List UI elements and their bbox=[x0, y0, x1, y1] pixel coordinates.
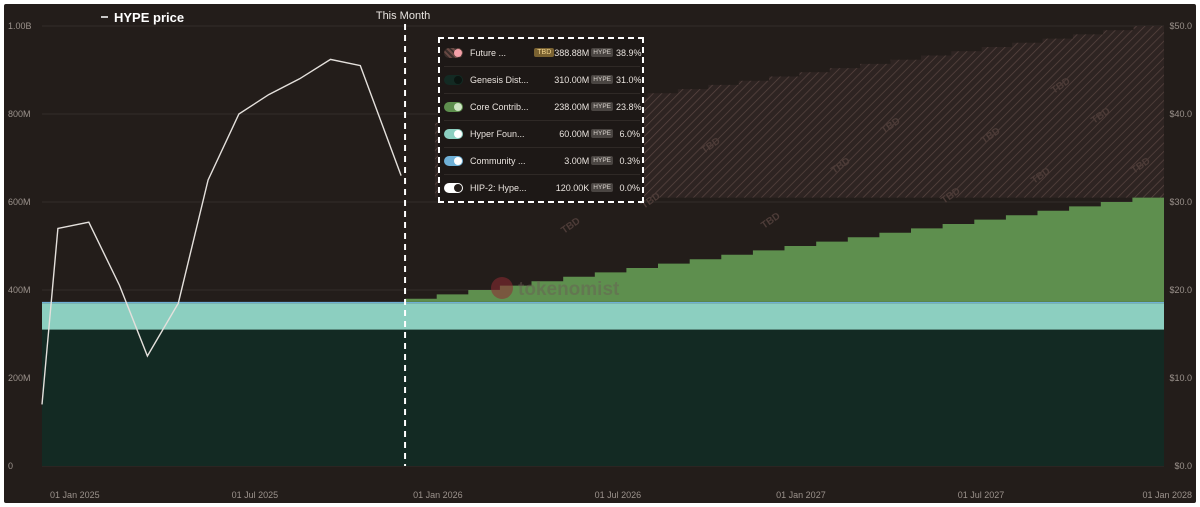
genesis-distribution-area bbox=[42, 329, 1164, 466]
core-contributors-area bbox=[405, 197, 1165, 302]
left-axis-tick: 1.00B bbox=[8, 21, 32, 31]
hype-price-line bbox=[41, 58, 402, 405]
token-badge: HYPE bbox=[591, 75, 613, 84]
legend-percent: 31.0% bbox=[616, 74, 642, 85]
toggle-icon[interactable] bbox=[444, 128, 463, 139]
token-badge: HYPE bbox=[591, 183, 613, 192]
right-axis-tick: $20.0 bbox=[1169, 285, 1192, 295]
toggle-knob-icon bbox=[454, 75, 462, 84]
legend-amount: 120.00K bbox=[555, 182, 590, 193]
legend-percent: 38.9% bbox=[616, 47, 642, 58]
this-month-label: This Month bbox=[376, 10, 430, 22]
x-axis-tick: 01 Jul 2027 bbox=[958, 490, 1005, 500]
toggle-knob-icon bbox=[454, 102, 462, 111]
legend-item-community-grants[interactable]: Community ... 3.00M HYPE 0.3% bbox=[444, 147, 640, 175]
toggle-icon[interactable] bbox=[444, 155, 463, 166]
legend-label: Genesis Dist... bbox=[470, 74, 529, 85]
right-axis-tick: $0.0 bbox=[1174, 461, 1192, 471]
toggle-knob-icon bbox=[454, 156, 462, 165]
token-badge: HYPE bbox=[591, 156, 613, 165]
tbd-hatch-label: TBD bbox=[559, 216, 582, 237]
x-axis-tick: 01 Jan 2026 bbox=[413, 490, 463, 500]
left-axis-tick: 0 bbox=[8, 461, 13, 471]
legend-label: Hyper Foun... bbox=[470, 128, 525, 139]
legend-amount: 238.00M bbox=[554, 101, 590, 112]
token-badge: HYPE bbox=[591, 129, 613, 138]
right-axis-tick: $30.0 bbox=[1169, 197, 1192, 207]
x-axis-tick: 01 Jan 2027 bbox=[776, 490, 826, 500]
legend-item-core-contributors[interactable]: Core Contrib... 238.00M HYPE 23.8% bbox=[444, 93, 642, 121]
left-axis-tick: 200M bbox=[8, 373, 31, 383]
right-axis-tick: $10.0 bbox=[1169, 373, 1192, 383]
legend-label: Future ... bbox=[470, 47, 507, 58]
toggle-icon[interactable] bbox=[444, 182, 463, 193]
toggle-icon[interactable] bbox=[444, 47, 463, 58]
legend-item-genesis-distribution[interactable]: Genesis Dist... 310.00M HYPE 31.0% bbox=[444, 66, 642, 94]
chart-frame: TBDTBDTBDTBDTBDTBDTBDTBDTBDTBDTBDTBDTBDT… bbox=[4, 4, 1196, 503]
legend-percent: 23.8% bbox=[616, 101, 642, 112]
legend-percent: 0.0% bbox=[619, 182, 640, 193]
hyper-foundation-area bbox=[42, 303, 1164, 330]
toggle-knob-icon bbox=[454, 129, 462, 138]
token-badge: HYPE bbox=[591, 102, 613, 111]
left-axis-tick: 800M bbox=[8, 109, 31, 119]
x-axis-tick: 01 Jul 2025 bbox=[232, 490, 279, 500]
tbd-badge: TBD bbox=[534, 48, 555, 57]
legend-item-future-emissions[interactable]: Future ... TBD 388.88M HYPE 38.9% bbox=[444, 39, 642, 67]
legend-amount: 3.00M bbox=[564, 155, 590, 166]
right-axis-tick: $50.0 bbox=[1169, 21, 1192, 31]
legend-amount: 60.00M bbox=[559, 128, 590, 139]
watermark-logo-icon bbox=[491, 277, 513, 299]
price-legend-label: HYPE price bbox=[114, 10, 184, 25]
legend-item-hyper-foundation[interactable]: Hyper Foun... 60.00M HYPE 6.0% bbox=[444, 120, 640, 148]
legend-amount: 388.88M bbox=[554, 47, 590, 58]
legend-label: Community ... bbox=[470, 155, 526, 166]
right-axis-tick: $40.0 bbox=[1169, 109, 1192, 119]
allocation-chart: TBDTBDTBDTBDTBDTBDTBDTBDTBDTBDTBDTBDTBDT… bbox=[8, 10, 1192, 500]
x-axis-tick: 01 Jan 2025 bbox=[50, 490, 100, 500]
legend-percent: 6.0% bbox=[619, 128, 640, 139]
legend-label: HIP-2: Hype... bbox=[470, 182, 527, 193]
x-axis-tick: 01 Jul 2026 bbox=[595, 490, 642, 500]
legend-item-hip2-hyperliquidity[interactable]: HIP-2: Hype... 120.00K HYPE 0.0% bbox=[444, 174, 640, 201]
legend-label: Core Contrib... bbox=[470, 101, 529, 112]
legend-percent: 0.3% bbox=[619, 155, 640, 166]
toggle-icon[interactable] bbox=[444, 74, 463, 85]
toggle-knob-icon bbox=[454, 183, 462, 192]
toggle-knob-icon bbox=[454, 48, 462, 57]
left-axis-tick: 600M bbox=[8, 197, 31, 207]
left-axis-tick: 400M bbox=[8, 285, 31, 295]
watermark-text: tokenomist bbox=[518, 279, 620, 300]
token-badge: HYPE bbox=[591, 48, 613, 57]
toggle-icon[interactable] bbox=[444, 101, 463, 112]
community-grants-area bbox=[42, 301, 1164, 304]
x-axis-tick: 01 Jan 2028 bbox=[1142, 490, 1192, 500]
tbd-hatch-label: TBD bbox=[759, 211, 782, 232]
legend-panel: Future ... TBD 388.88M HYPE 38.9% Genesi… bbox=[438, 37, 644, 203]
legend-amount: 310.00M bbox=[554, 74, 590, 85]
future-emissions-area bbox=[434, 26, 1164, 299]
